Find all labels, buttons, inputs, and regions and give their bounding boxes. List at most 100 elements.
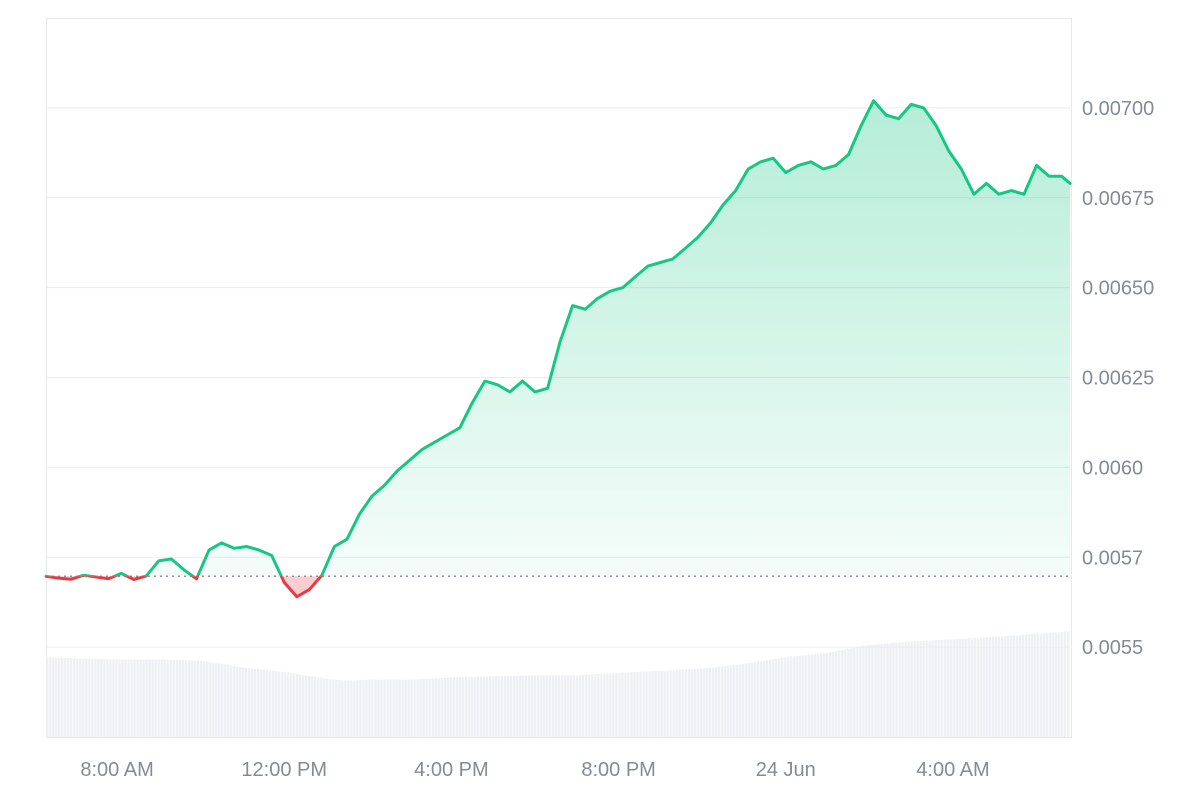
volume-bar <box>491 676 495 737</box>
volume-bar <box>232 666 236 737</box>
volume-bar <box>835 651 838 737</box>
volume-bar <box>295 673 299 737</box>
volume-bar <box>636 671 639 737</box>
volume-bar <box>181 660 184 737</box>
volume-bar <box>868 644 871 737</box>
volume-bar <box>235 666 239 737</box>
volume-bar <box>335 679 338 737</box>
volume-bar <box>786 656 790 737</box>
volume-bar <box>199 660 203 737</box>
volume-bar <box>606 673 609 737</box>
volume-bar <box>311 676 314 737</box>
volume-bar <box>142 659 145 737</box>
volume-bar <box>633 672 636 737</box>
volume-bar <box>937 640 940 737</box>
volume-bar <box>85 658 88 737</box>
volume-bar <box>133 659 136 737</box>
volume-bar <box>91 658 94 737</box>
volume-bar <box>121 659 124 737</box>
volume-bar <box>365 679 368 737</box>
volume-bar <box>1018 634 1022 737</box>
volume-bar <box>666 670 669 737</box>
volume-bar <box>681 669 684 737</box>
volume-bar <box>383 679 386 737</box>
volume-bar <box>521 675 525 737</box>
volume-bar <box>829 652 832 737</box>
volume-bar <box>886 643 889 737</box>
volume-bar <box>826 652 829 737</box>
volume-bar <box>1003 636 1007 737</box>
volume-bar <box>362 679 365 737</box>
volume-bar <box>591 674 594 737</box>
volume-bar <box>699 668 702 737</box>
volume-bar <box>527 675 531 737</box>
volume-bar <box>67 658 70 737</box>
volume-bar <box>901 642 904 737</box>
volume-bar <box>910 641 913 737</box>
volume-bar <box>801 655 805 737</box>
volume-bar <box>1051 632 1055 737</box>
volume-bar <box>1009 635 1013 737</box>
volume-bar <box>759 661 763 737</box>
volume-bar <box>663 670 666 737</box>
x-tick-label: 24 Jun <box>756 759 816 781</box>
volume-bar <box>627 672 630 737</box>
volume-bar <box>88 658 91 737</box>
volume-bar <box>259 669 263 737</box>
volume-bar <box>103 659 106 737</box>
volume-bar <box>696 668 699 737</box>
volume-bar <box>609 673 612 737</box>
volume-bar <box>753 662 757 737</box>
volume-bar <box>979 637 983 737</box>
volume-bar <box>970 638 974 737</box>
volume-bar <box>1024 634 1028 737</box>
volume-bar <box>1030 633 1034 737</box>
volume-bar <box>341 680 344 737</box>
volume-bar <box>308 675 311 737</box>
volume-bar <box>332 679 335 737</box>
volume-bar <box>726 665 730 737</box>
volume-bar <box>509 675 513 737</box>
volume-bar <box>184 660 187 737</box>
volume-bar <box>585 674 588 737</box>
volume-bar <box>112 659 115 737</box>
volume-bar <box>810 654 814 737</box>
volume-bar <box>952 639 955 737</box>
volume-bar <box>109 659 112 737</box>
volume-bar <box>202 661 206 737</box>
volume-bar <box>329 679 332 737</box>
volume-bar <box>931 640 934 737</box>
volume-bar <box>1042 633 1046 737</box>
volume-bar <box>973 638 977 737</box>
volume-bar <box>554 675 558 737</box>
x-tick-label: 8:00 PM <box>581 759 655 781</box>
volume-bar <box>437 678 440 737</box>
volume-bar <box>419 679 422 737</box>
volume-bar <box>961 638 964 737</box>
volume-bar <box>976 637 980 737</box>
volume-bar <box>561 675 564 737</box>
volume-bar <box>247 668 251 737</box>
volume-bar <box>166 659 169 737</box>
volume-bar <box>518 675 522 737</box>
volume-bar <box>223 664 227 737</box>
volume-bar <box>814 654 817 737</box>
volume-bar <box>913 641 916 737</box>
volume-bar <box>136 659 139 737</box>
volume-bar <box>1021 634 1025 737</box>
y-tick-label: 0.0060 <box>1082 457 1143 479</box>
volume-bar <box>443 677 446 737</box>
volume-bar <box>895 642 898 737</box>
volume-bar <box>124 659 127 737</box>
volume-bar <box>907 641 910 737</box>
y-tick-label: 0.00700 <box>1082 98 1154 120</box>
volume-bar <box>1048 632 1052 737</box>
volume-bar <box>314 676 317 737</box>
volume-bar <box>654 670 657 737</box>
volume-bar <box>356 680 359 737</box>
volume-bar <box>428 678 431 737</box>
volume-bar <box>470 676 474 737</box>
volume-bar <box>139 659 142 737</box>
volume-bar <box>940 639 943 737</box>
